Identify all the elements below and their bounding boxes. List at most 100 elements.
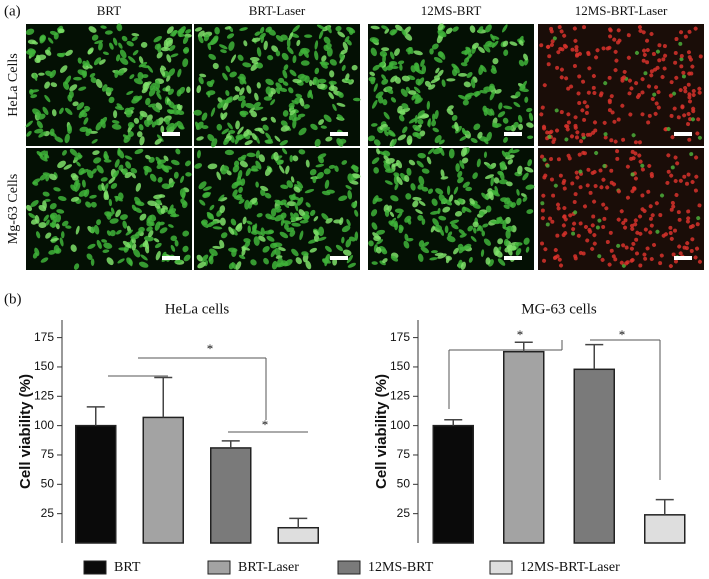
cell	[483, 151, 488, 159]
cell	[616, 117, 621, 122]
cell	[240, 99, 246, 109]
cell	[85, 128, 92, 137]
cell	[559, 263, 564, 268]
cell	[501, 150, 507, 158]
panel-label: (b)	[4, 291, 22, 307]
cell	[467, 225, 474, 232]
cell	[93, 224, 100, 235]
cell	[178, 28, 185, 35]
cell	[505, 229, 511, 239]
cell	[100, 118, 106, 129]
cell	[574, 48, 579, 53]
cell	[499, 171, 505, 181]
cell	[573, 210, 578, 215]
cell	[309, 79, 313, 87]
cell	[489, 108, 495, 116]
cell	[305, 159, 310, 168]
cell	[435, 188, 444, 195]
cell	[341, 236, 345, 244]
cell	[271, 260, 278, 270]
cell	[170, 244, 176, 252]
cell	[687, 92, 692, 97]
cell	[438, 139, 445, 145]
cell	[116, 23, 123, 32]
cell	[592, 241, 597, 246]
cell	[168, 68, 176, 77]
cell	[329, 70, 335, 78]
cell	[454, 121, 459, 132]
cell	[140, 64, 150, 69]
cell	[286, 201, 296, 207]
cell	[565, 124, 570, 129]
cell	[612, 119, 617, 124]
cell	[87, 47, 94, 55]
cell	[591, 74, 596, 79]
cell	[654, 201, 659, 206]
cell	[131, 243, 137, 251]
cell	[434, 135, 442, 144]
cell	[607, 262, 612, 267]
cell	[684, 246, 689, 251]
cell	[142, 81, 149, 91]
cell	[249, 57, 260, 62]
cell	[148, 230, 154, 238]
cell	[688, 224, 693, 229]
cell	[397, 105, 403, 114]
cell	[693, 255, 698, 260]
cell	[103, 183, 109, 192]
cell	[85, 201, 92, 208]
cell	[460, 261, 466, 270]
cell	[401, 29, 407, 37]
cell	[201, 219, 208, 226]
cell	[275, 35, 284, 42]
cell	[513, 121, 519, 128]
cell	[679, 64, 684, 69]
y-tick-label: 75	[41, 447, 55, 461]
cell	[630, 226, 635, 231]
cell	[182, 245, 189, 253]
cell	[574, 135, 579, 140]
cell	[49, 30, 58, 36]
cell	[235, 222, 243, 231]
cell	[247, 201, 253, 209]
cell	[572, 63, 577, 68]
cell	[559, 110, 564, 115]
cell	[117, 258, 125, 264]
cell	[413, 50, 423, 56]
cell	[288, 102, 295, 109]
cell	[201, 125, 209, 129]
cell	[660, 193, 665, 198]
cell	[270, 249, 277, 258]
cell	[608, 34, 613, 39]
cell	[526, 122, 534, 128]
column-header: BRT	[97, 3, 122, 18]
cell	[138, 226, 145, 233]
cell	[663, 127, 668, 132]
cell	[246, 152, 256, 158]
cell	[625, 260, 630, 265]
cell	[628, 112, 633, 117]
cell	[45, 219, 50, 226]
cell	[585, 238, 590, 243]
cell	[635, 230, 640, 235]
cell	[300, 60, 310, 66]
cell	[697, 86, 702, 91]
cell	[542, 126, 547, 131]
cell	[335, 25, 342, 32]
cell	[76, 161, 81, 167]
cell	[235, 261, 242, 271]
cell	[320, 125, 327, 129]
cell	[394, 48, 400, 56]
cell	[652, 242, 657, 247]
cell	[631, 133, 636, 138]
cell	[481, 192, 489, 201]
cell	[687, 95, 692, 100]
bar	[75, 424, 117, 544]
cell	[507, 148, 514, 155]
legend-swatch	[207, 560, 231, 575]
cell	[75, 225, 80, 235]
cell	[238, 199, 245, 205]
cell	[68, 90, 74, 99]
cell	[550, 219, 555, 224]
cell	[341, 225, 351, 233]
